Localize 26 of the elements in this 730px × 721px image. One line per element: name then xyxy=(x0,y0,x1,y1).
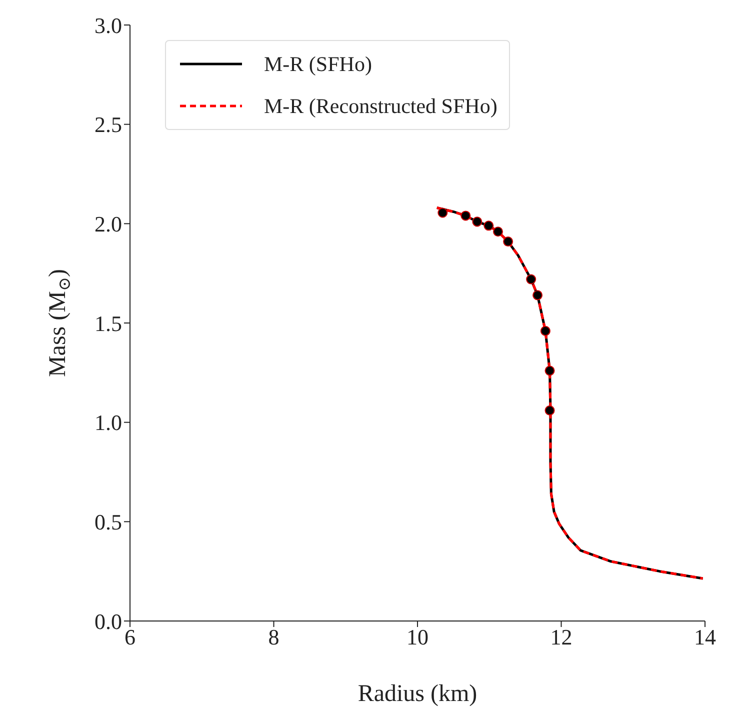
point xyxy=(472,216,482,227)
legend-label: M-R (Reconstructed SFHo) xyxy=(264,94,498,118)
y-tick-label: 1.5 xyxy=(94,310,122,336)
y-tick-label: 2.5 xyxy=(94,112,122,138)
point xyxy=(544,366,555,376)
y-tick-label: 0.5 xyxy=(94,509,122,534)
point xyxy=(503,236,514,247)
x-tick-label: 6 xyxy=(124,624,136,650)
point xyxy=(484,220,494,231)
x-tick-label: 8 xyxy=(268,624,280,650)
y-tick-label: 3.0 xyxy=(94,12,122,38)
x-tick-label: 14 xyxy=(694,624,716,650)
point xyxy=(492,226,504,237)
x-tick-label: 12 xyxy=(550,624,572,650)
legend-label: M-R (SFHo) xyxy=(264,52,372,76)
point xyxy=(526,274,536,284)
x-axis-title: Radius (km) xyxy=(358,681,478,707)
point xyxy=(544,405,555,416)
point xyxy=(460,210,471,221)
x-tick-label: 10 xyxy=(406,624,428,650)
point xyxy=(438,208,448,218)
y-tick-label: 0.0 xyxy=(94,608,122,634)
y-tick-label: 1.0 xyxy=(94,410,122,436)
point xyxy=(540,326,550,336)
y-tick-label: 2.0 xyxy=(94,211,122,236)
point xyxy=(532,290,543,300)
